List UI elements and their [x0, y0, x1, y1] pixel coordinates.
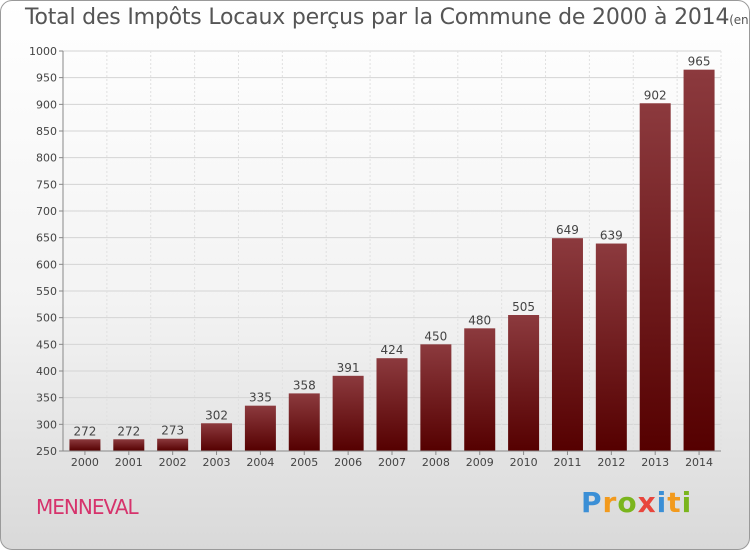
y-tick-label: 1000	[29, 45, 57, 58]
x-tick-label: 2004	[246, 456, 274, 469]
y-tick-label: 750	[36, 178, 57, 191]
y-tick-label: 950	[36, 72, 57, 85]
y-tick-label: 500	[36, 312, 57, 325]
bar-value-label: 480	[468, 313, 491, 327]
bar	[639, 103, 671, 452]
x-tick-label: 2001	[115, 456, 143, 469]
logo-letter: P	[581, 486, 603, 519]
y-tick-label: 700	[36, 205, 57, 218]
bar	[595, 243, 627, 451]
bar	[113, 439, 145, 451]
bar	[244, 405, 276, 451]
bar-value-label: 450	[424, 329, 447, 343]
bar	[683, 69, 715, 452]
bar	[376, 358, 408, 451]
x-tick-label: 2005	[290, 456, 318, 469]
x-tick-label: 2010	[510, 456, 538, 469]
x-tick-label: 2012	[597, 456, 625, 469]
y-tick-label: 250	[36, 445, 57, 458]
logo-letter: o	[617, 486, 638, 519]
bar-value-label: 965	[688, 55, 711, 69]
y-tick-label: 450	[36, 338, 57, 351]
x-tick-label: 2008	[422, 456, 450, 469]
bar	[69, 439, 101, 451]
x-tick-label: 2000	[71, 456, 99, 469]
bar-value-label: 272	[73, 424, 96, 438]
bar	[201, 423, 233, 451]
logo-letter: t	[667, 486, 682, 519]
y-tick-label: 800	[36, 152, 57, 165]
y-tick-label: 400	[36, 365, 57, 378]
bar-value-label: 505	[512, 300, 535, 314]
bar-value-label: 902	[644, 88, 667, 102]
y-tick-label: 600	[36, 258, 57, 271]
x-tick-label: 2006	[334, 456, 362, 469]
bar	[288, 393, 320, 451]
bar	[551, 238, 583, 451]
bar-value-label: 335	[249, 391, 272, 405]
y-tick-label: 300	[36, 418, 57, 431]
proxiti-logo: Proxiti	[581, 486, 692, 519]
bar-value-label: 639	[600, 229, 623, 243]
bar-value-label: 272	[117, 424, 140, 438]
logo-letter: i	[681, 486, 693, 519]
x-tick-label: 2011	[553, 456, 581, 469]
logo-letter: i	[656, 486, 668, 519]
bar	[508, 315, 540, 451]
bar-value-label: 358	[293, 378, 316, 392]
chart-title: Total des Impôts Locaux perçus par la Co…	[25, 5, 749, 30]
x-tick-label: 2013	[641, 456, 669, 469]
y-tick-label: 550	[36, 285, 57, 298]
bar	[157, 438, 189, 451]
y-tick-label: 350	[36, 392, 57, 405]
bar-value-label: 302	[205, 408, 228, 422]
bar	[420, 344, 452, 451]
bar	[464, 328, 496, 451]
title-unit: (en milliers d'€)	[729, 13, 749, 27]
x-tick-label: 2007	[378, 456, 406, 469]
bar-value-label: 391	[337, 361, 360, 375]
x-tick-label: 2009	[466, 456, 494, 469]
x-tick-label: 2002	[159, 456, 187, 469]
title-text: Total des Impôts Locaux perçus par la Co…	[25, 5, 730, 30]
bar-value-label: 424	[381, 343, 404, 357]
bar-value-label: 273	[161, 424, 184, 438]
y-tick-label: 850	[36, 125, 57, 138]
bar	[332, 375, 364, 451]
x-tick-label: 2014	[685, 456, 713, 469]
logo-letter: x	[637, 486, 657, 519]
y-tick-label: 900	[36, 98, 57, 111]
bar-value-label: 649	[556, 223, 579, 237]
commune-name: MENNEVAL	[36, 495, 139, 519]
logo-letter: r	[602, 486, 618, 519]
y-tick-label: 650	[36, 232, 57, 245]
x-tick-label: 2003	[203, 456, 231, 469]
